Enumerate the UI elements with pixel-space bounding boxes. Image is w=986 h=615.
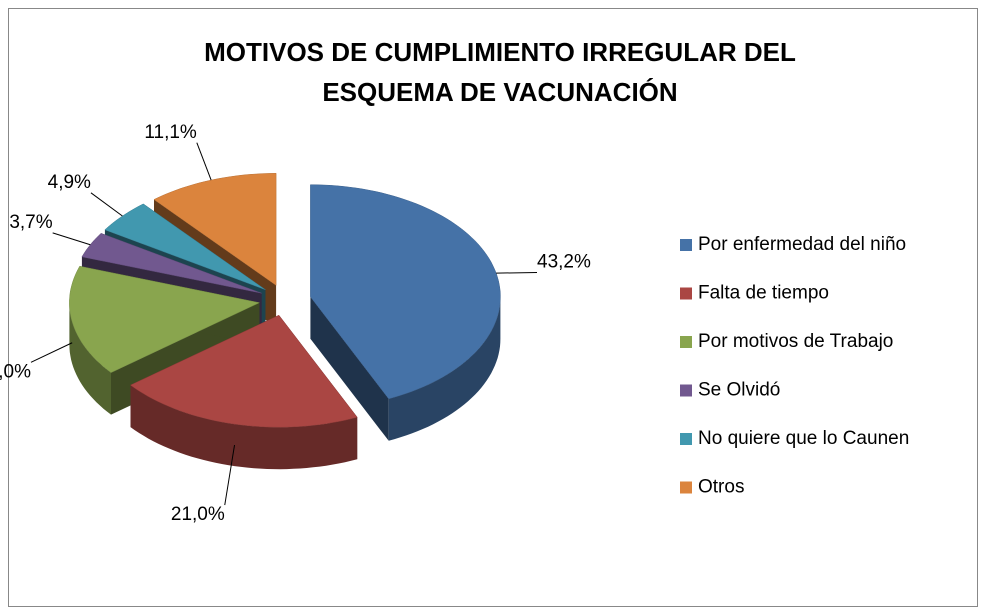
leader-line [224,444,236,506]
pie-slice [310,184,501,441]
legend-swatch [680,287,692,300]
legend-label: Por motivos de Trabajo [698,331,893,352]
legend-label: No quiere que lo Caunen [698,428,909,449]
slice-side [69,302,111,415]
data-label: 3,7% [9,212,52,233]
slice-side [388,296,501,441]
slice-top [69,265,261,373]
legend-label: Otros [698,477,744,498]
leader-line [496,271,538,274]
leader-line [196,142,212,181]
slice-wall [310,296,389,441]
data-label: 4,9% [48,172,91,193]
legend-swatch [680,336,692,348]
legend-label: Falta de tiempo [698,283,829,304]
legend-label: Se Olvidó [698,380,780,401]
legend-swatch [680,433,692,445]
legend-swatch [680,384,692,397]
slice-side [130,385,358,470]
legend-swatch [680,239,692,251]
leader-line [30,342,73,363]
legend-swatch [680,481,692,494]
slice-top [130,314,358,428]
leader-line [52,232,91,246]
slice-top [104,203,266,290]
slice-top [81,233,262,294]
data-label: 11,1% [144,122,197,143]
data-label: 16,0% [0,361,31,382]
legend-label: Por enfermedad del niño [698,234,906,255]
pie-slice [130,314,358,470]
chart-title: MOTIVOS DE CUMPLIMIENTO IRREGULAR DEL ES… [204,37,796,107]
data-label: 43,2% [537,252,591,273]
leader-line [90,192,123,217]
data-label: 21,0% [171,504,225,525]
